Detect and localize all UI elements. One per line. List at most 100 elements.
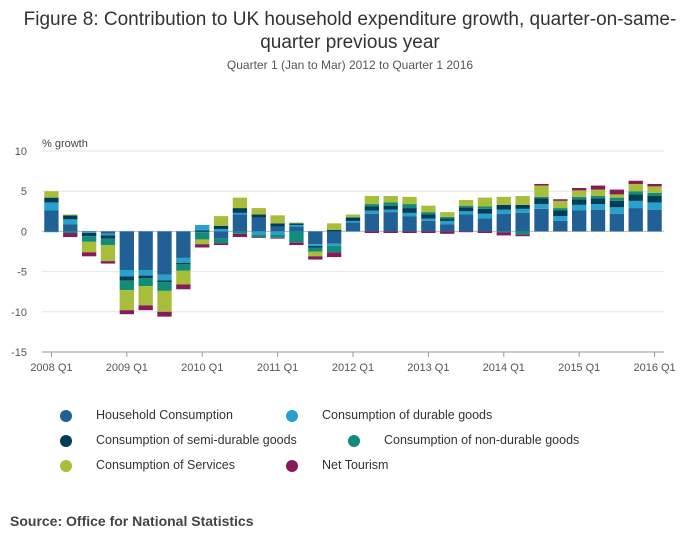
bar-segment — [176, 284, 191, 290]
bar-segment — [326, 245, 342, 253]
bar-segment — [213, 243, 229, 246]
bar-segment — [44, 197, 59, 203]
bar-segment — [383, 231, 398, 234]
bar-segment — [590, 185, 606, 190]
bar-segment — [308, 251, 323, 257]
bar-segment — [383, 205, 398, 210]
bar-segment — [119, 231, 134, 270]
bar-segment — [100, 231, 116, 234]
legend-label: Consumption of durable goods — [322, 408, 493, 422]
bar-segment — [440, 216, 455, 219]
bar-segment — [364, 231, 380, 234]
bar-segment — [628, 200, 643, 209]
legend-label: Household Consumption — [96, 408, 233, 422]
bar-segment — [63, 231, 78, 234]
y-axis-label: % growth — [42, 138, 88, 150]
bar-segment — [251, 208, 266, 215]
bar-segment — [364, 206, 380, 211]
bar-segment — [326, 231, 342, 244]
x-tick-label: 2009 Q1 — [106, 362, 148, 374]
bar-segment — [590, 209, 606, 232]
bar-segment — [176, 270, 191, 285]
bar-segment — [308, 245, 323, 248]
y-axis-ticks: 10 5 0 -5 -10 -15 — [11, 146, 27, 359]
bar-segment — [195, 231, 210, 233]
bar-segment — [289, 222, 304, 224]
bar-segment — [402, 231, 417, 234]
bar-segment — [63, 219, 78, 225]
bar-segment — [100, 245, 116, 262]
bar-segment — [289, 242, 304, 246]
bar-segment — [402, 212, 417, 217]
bar-segment — [308, 231, 323, 245]
bar-segment — [590, 204, 606, 210]
bar-segment — [81, 236, 97, 242]
chart: % growth 10 5 0 -5 -10 -15 2008 Q1 2009 Q1 2010… — [11, 138, 676, 374]
bar-segment — [176, 264, 191, 271]
bar-segment — [458, 205, 474, 208]
bar-segment — [402, 204, 417, 209]
bar-segment — [195, 232, 210, 240]
bar-segment — [326, 243, 342, 246]
bar-segment — [402, 208, 417, 213]
bar-segment — [515, 196, 530, 205]
bar-segment — [534, 208, 549, 232]
x-tick-label: 2013 Q1 — [407, 362, 449, 374]
bar-segment — [421, 218, 436, 221]
bar-segment — [496, 231, 511, 233]
bar-segment — [383, 209, 398, 213]
bar-segment — [572, 204, 587, 211]
bar-segment — [213, 228, 229, 232]
bar-segment — [270, 231, 285, 235]
bar-segment — [63, 215, 78, 220]
y-tick-label: 10 — [15, 146, 27, 158]
bar-segment — [440, 220, 455, 225]
bar-segment — [195, 224, 210, 230]
bar-segment — [515, 204, 530, 209]
bar-segment — [308, 247, 323, 252]
bar-segment — [458, 200, 474, 206]
bar-segment — [326, 252, 342, 258]
y-tick-label: -15 — [11, 347, 27, 359]
bar-segment — [345, 214, 361, 217]
bar-segment — [308, 244, 323, 246]
bar-segment — [232, 214, 248, 232]
bar-segment — [138, 275, 153, 279]
bar-segment — [157, 290, 172, 312]
bar-segment — [458, 231, 474, 233]
bar-segment — [213, 225, 229, 229]
bar-segment — [213, 216, 229, 226]
bar-segment — [477, 197, 493, 207]
bar-segment — [553, 216, 568, 221]
bar-segment — [572, 190, 587, 197]
bar-segment — [421, 220, 436, 232]
x-tick-label: 2016 Q1 — [633, 362, 675, 374]
legend-label: Net Tourism — [322, 458, 389, 472]
bar-segment — [609, 194, 625, 198]
bar-segment — [534, 204, 549, 209]
bar-segment — [157, 280, 172, 283]
bar-segment — [572, 199, 587, 205]
bar-segment — [100, 233, 116, 236]
bar-segment — [647, 202, 662, 210]
bar-segment — [81, 252, 97, 257]
bar-segment — [458, 214, 474, 232]
bar-segment — [440, 224, 455, 232]
bar-segment — [308, 256, 323, 260]
bar-segment — [477, 208, 493, 214]
bar-segment — [496, 232, 511, 236]
bar-segment — [496, 209, 511, 214]
bar-segment — [44, 210, 59, 232]
bar-segment — [383, 212, 398, 232]
bar-segment — [628, 183, 643, 192]
bar-segment — [477, 231, 493, 234]
bar-segment — [157, 311, 172, 317]
x-tick-label: 2014 Q1 — [483, 362, 525, 374]
bar-segment — [496, 196, 511, 205]
bar-segment — [100, 261, 116, 264]
bar-segment — [553, 220, 568, 232]
bar-segment — [572, 196, 587, 200]
bar-segment — [477, 213, 493, 219]
bar-segment — [138, 278, 153, 287]
bar-segment — [251, 237, 266, 238]
